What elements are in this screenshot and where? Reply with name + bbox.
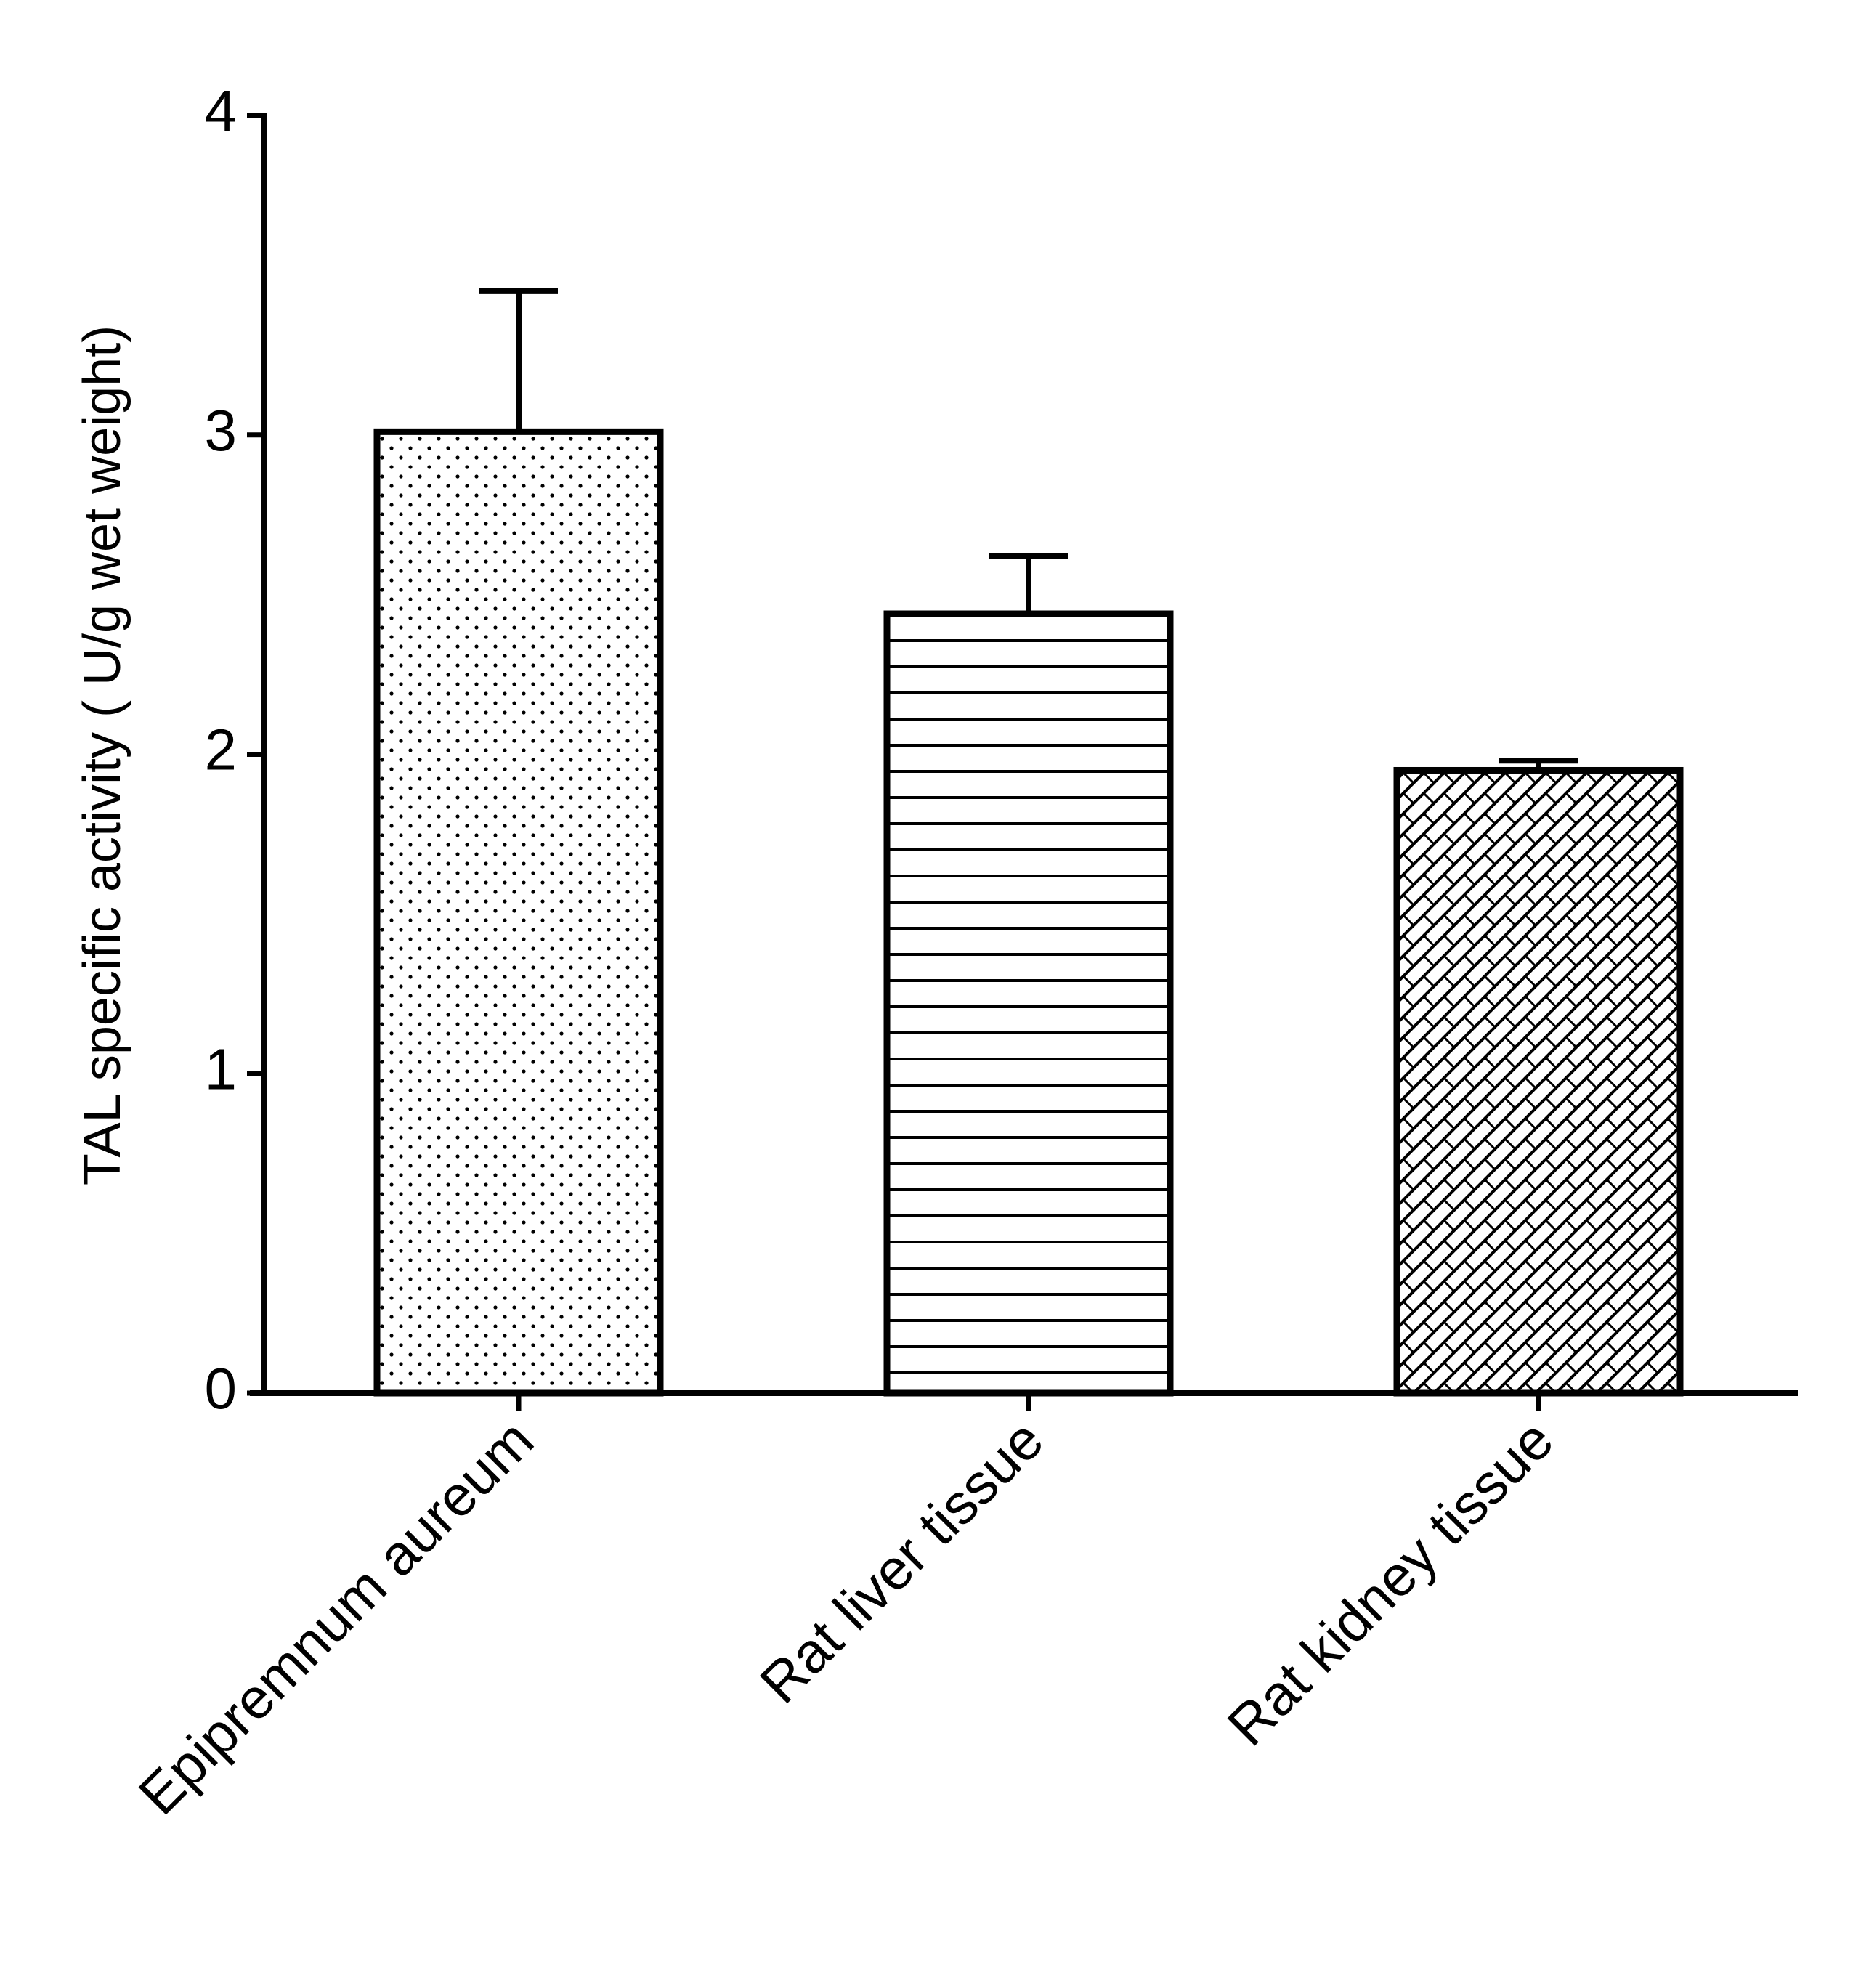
bar bbox=[373, 428, 664, 1397]
y-tick-label: 2 bbox=[205, 718, 238, 782]
x-tick-label: Rat kidney tissue bbox=[1215, 1408, 1565, 1758]
y-tick-label: 1 bbox=[205, 1036, 238, 1101]
y-tick-label: 4 bbox=[205, 78, 238, 143]
bar bbox=[883, 610, 1174, 1397]
bar bbox=[1393, 766, 1684, 1397]
y-axis-label: TAL specific activity ( U/g wet weight) bbox=[73, 325, 131, 1185]
x-tick-label: Epipremnum aureum bbox=[126, 1408, 546, 1827]
y-tick-label: 3 bbox=[205, 398, 238, 463]
x-tick-label: Rat liver tissue bbox=[747, 1408, 1055, 1716]
y-tick-label: 0 bbox=[205, 1356, 238, 1421]
